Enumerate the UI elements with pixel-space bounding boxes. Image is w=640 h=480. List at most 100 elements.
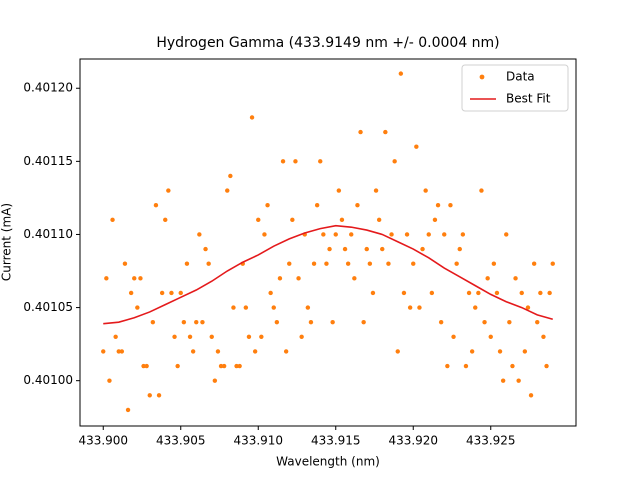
data-point <box>476 290 481 296</box>
data-point <box>355 203 360 208</box>
data-point <box>122 261 128 266</box>
data-point <box>296 276 301 281</box>
data-point <box>314 203 320 208</box>
data-point <box>119 349 125 354</box>
data-point <box>500 378 506 383</box>
data-point <box>166 188 171 193</box>
data-point <box>473 305 478 310</box>
data-point <box>380 246 385 252</box>
data-point <box>135 305 140 310</box>
data-point <box>277 276 283 281</box>
data-point <box>411 261 416 266</box>
x-tick-label: 433.900 <box>78 434 128 448</box>
data-point <box>525 305 531 310</box>
data-point <box>435 203 441 208</box>
data-point <box>252 349 258 354</box>
data-point <box>494 290 500 296</box>
data-point <box>299 334 304 340</box>
data-point <box>383 129 388 135</box>
data-point <box>181 319 187 325</box>
data-point <box>454 261 459 266</box>
data-point <box>398 71 404 76</box>
data-point <box>407 305 413 310</box>
data-point <box>265 203 270 208</box>
x-tick-label: 433.905 <box>156 434 206 448</box>
data-point <box>107 378 112 383</box>
data-point <box>178 290 183 296</box>
x-tick-label: 433.925 <box>466 434 516 448</box>
data-point <box>221 363 227 369</box>
data-point <box>324 261 329 266</box>
data-point <box>311 261 317 266</box>
data-point <box>438 319 444 325</box>
data-point <box>218 363 224 369</box>
data-point <box>262 232 267 237</box>
data-point <box>187 334 193 340</box>
data-point <box>510 363 515 369</box>
data-point <box>426 232 431 237</box>
data-point <box>336 188 342 193</box>
data-point <box>104 276 109 281</box>
data-point <box>156 393 162 398</box>
data-point <box>175 363 180 369</box>
data-point <box>101 349 106 354</box>
data-point <box>197 232 202 237</box>
data-point <box>234 363 239 369</box>
data-point <box>228 173 233 179</box>
data-point <box>231 305 236 310</box>
data-point <box>147 393 152 398</box>
data-point <box>271 305 276 310</box>
data-point <box>370 290 376 296</box>
data-point <box>547 290 552 296</box>
data-point <box>442 232 447 237</box>
data-point <box>305 305 311 310</box>
data-point <box>550 261 555 266</box>
data-point <box>469 349 475 354</box>
data-point <box>339 217 345 223</box>
data-point <box>445 363 450 369</box>
legend: Data Best Fit <box>461 64 569 112</box>
data-point <box>190 349 196 354</box>
data-point <box>451 334 456 340</box>
data-point <box>361 319 366 325</box>
data-point <box>528 393 534 398</box>
data-point <box>274 319 280 325</box>
data-point <box>237 363 242 369</box>
data-point <box>358 129 363 135</box>
data-point <box>268 290 273 296</box>
y-tick-label: 0.40110 <box>23 227 73 241</box>
data-point <box>318 159 323 164</box>
legend-marker <box>479 74 485 80</box>
chart-title: Hydrogen Gamma (433.9149 nm +/- 0.0004 n… <box>156 35 499 51</box>
data-point <box>488 334 493 340</box>
data-point <box>417 305 422 310</box>
data-point <box>364 246 369 252</box>
data-point <box>482 319 487 325</box>
data-point <box>535 319 540 325</box>
data-point <box>463 363 469 369</box>
data-point <box>538 290 543 296</box>
data-point <box>519 290 524 296</box>
data-point <box>420 246 425 252</box>
data-point <box>395 349 400 354</box>
data-point <box>352 276 357 281</box>
data-point <box>249 115 255 120</box>
data-point <box>110 217 115 223</box>
data-point <box>113 334 118 340</box>
data-point <box>283 349 289 354</box>
plot-area <box>101 71 555 413</box>
data-point <box>116 349 121 354</box>
data-point <box>290 217 295 223</box>
data-point <box>507 319 512 325</box>
data-point <box>504 232 509 237</box>
data-point <box>345 261 351 266</box>
data-point <box>531 261 537 266</box>
data-point <box>138 276 143 281</box>
data-point <box>466 290 472 296</box>
data-point <box>386 261 391 266</box>
data-point <box>479 188 484 193</box>
data-point <box>404 232 410 237</box>
y-tick-label: 0.40120 <box>23 81 73 95</box>
data-point <box>203 246 208 252</box>
